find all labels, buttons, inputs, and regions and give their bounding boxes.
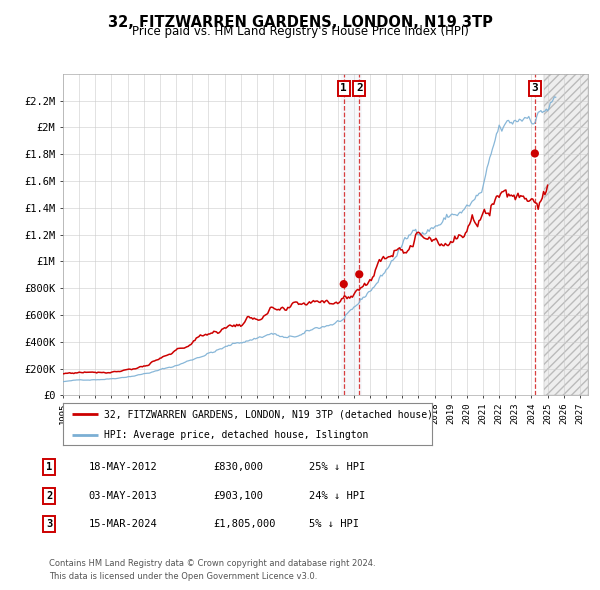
Point [339,280,349,289]
Text: HPI: Average price, detached house, Islington: HPI: Average price, detached house, Isli… [104,430,368,440]
Text: 5% ↓ HPI: 5% ↓ HPI [309,519,359,529]
Text: Price paid vs. HM Land Registry's House Price Index (HPI): Price paid vs. HM Land Registry's House … [131,25,469,38]
Text: 3: 3 [46,519,52,529]
Text: £1,805,000: £1,805,000 [213,519,275,529]
Text: 32, FITZWARREN GARDENS, LONDON, N19 3TP: 32, FITZWARREN GARDENS, LONDON, N19 3TP [107,15,493,30]
Text: 3: 3 [532,83,538,93]
Text: £903,100: £903,100 [213,491,263,500]
Text: 18-MAY-2012: 18-MAY-2012 [89,463,158,472]
Text: 25% ↓ HPI: 25% ↓ HPI [309,463,365,472]
Text: 2: 2 [356,83,362,93]
Text: 1: 1 [46,463,52,472]
Text: 1: 1 [340,83,347,93]
Text: 03-MAY-2013: 03-MAY-2013 [89,491,158,500]
Text: 24% ↓ HPI: 24% ↓ HPI [309,491,365,500]
Point [530,149,539,158]
Text: £830,000: £830,000 [213,463,263,472]
Point [355,270,364,279]
Text: Contains HM Land Registry data © Crown copyright and database right 2024.: Contains HM Land Registry data © Crown c… [49,559,376,568]
Bar [341,74,362,395]
Bar [544,74,588,395]
Text: 32, FITZWARREN GARDENS, LONDON, N19 3TP (detached house): 32, FITZWARREN GARDENS, LONDON, N19 3TP … [104,409,433,419]
Text: 2: 2 [46,491,52,500]
Text: 15-MAR-2024: 15-MAR-2024 [89,519,158,529]
Text: This data is licensed under the Open Government Licence v3.0.: This data is licensed under the Open Gov… [49,572,317,581]
